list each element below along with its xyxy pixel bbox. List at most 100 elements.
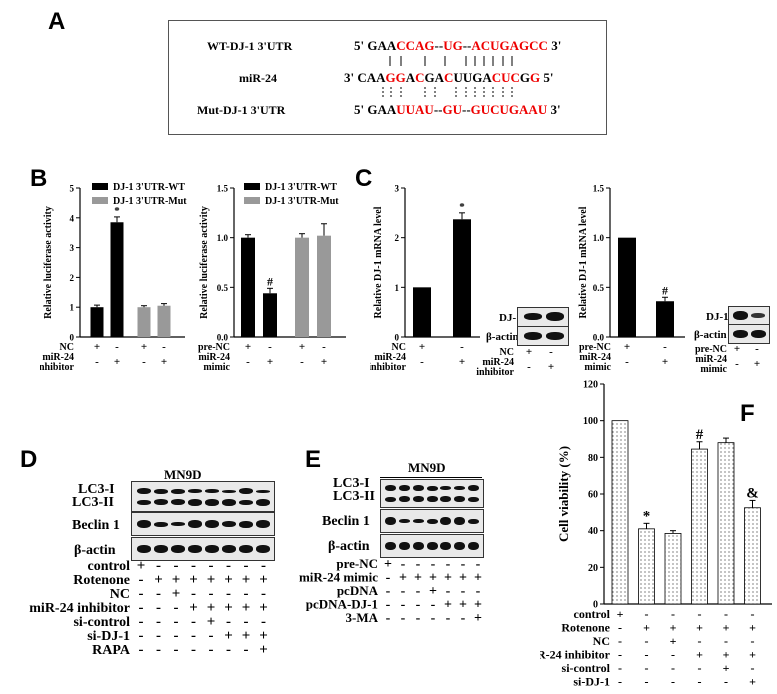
e-header-line — [380, 477, 482, 478]
e-condition-label: 3-MA — [346, 610, 379, 625]
condition-sign: + — [723, 621, 730, 635]
c1-dj1-label: DJ-1 — [499, 312, 522, 324]
legend-swatch — [244, 197, 260, 204]
bar — [664, 533, 682, 605]
condition-sign: + — [749, 621, 756, 635]
d-condition-label: miR-24 inhibitor — [29, 601, 130, 616]
wt-utr-sequence: 5' GAACCAG--UG--ACUGAGCC 3' — [354, 38, 561, 54]
y-tick-label: 4 — [70, 213, 75, 223]
y-tick-label: 0.5 — [593, 283, 605, 293]
c2-dj1-blot — [728, 306, 770, 326]
condition-label: miR-24 inhibitor — [540, 648, 611, 662]
condition-sign: - — [625, 356, 629, 368]
blot-band — [221, 489, 236, 493]
condition-sign: - — [724, 675, 728, 689]
d-condition-sign: - — [209, 586, 214, 602]
chart-c-mimic: 0.0 0.5 1.0 1.5 Relative DJ-1 mRNA level # pre… — [578, 184, 685, 373]
sequence-segment: -- — [462, 38, 472, 53]
condition-sign: + — [321, 356, 327, 368]
condition-sign: + — [643, 621, 650, 635]
y-tick-label: 40 — [588, 526, 598, 537]
e-condition-sign: + — [459, 598, 467, 613]
d-condition-sign: + — [259, 642, 268, 658]
e-beclin-label: Beclin 1 — [322, 514, 370, 529]
sequence-segment: UUAU — [396, 102, 434, 117]
condition-sign: - — [645, 648, 649, 662]
condition-sign: + — [624, 341, 630, 353]
condition-sign: - — [645, 675, 649, 689]
blot-band — [187, 498, 202, 506]
condition-sign: - — [671, 675, 675, 689]
mut-utr-sequence: 5' GAAUUAU--GU--GUCUGAAU 3' — [354, 102, 561, 118]
y-tick-label: 1 — [70, 303, 75, 313]
condition-label: pre-NC — [198, 342, 230, 353]
blot-band — [426, 485, 438, 491]
condition-sign: - — [671, 648, 675, 662]
e-condition-sign: + — [429, 571, 437, 586]
d-condition-sign: + — [207, 600, 216, 616]
e-condition-sign: - — [431, 611, 436, 626]
d-condition-sign: - — [191, 628, 196, 644]
d-condition-sign: - — [156, 600, 161, 616]
bar — [453, 219, 471, 337]
sequence-segment: 3' CAA — [344, 70, 386, 85]
blot-band — [170, 545, 185, 553]
bar — [717, 442, 735, 605]
y-tick-label: 0 — [70, 333, 75, 343]
blot-band — [467, 485, 479, 491]
condition-sign: + — [459, 356, 465, 368]
d-condition-sign: - — [244, 559, 249, 574]
d-lc3ii-label: LC3-II — [72, 495, 115, 510]
blot-band — [412, 485, 424, 491]
c2-condition-label: pre-NC — [695, 344, 727, 355]
condition-sign: - — [698, 675, 702, 689]
d-condition-label: NC — [110, 587, 130, 602]
y-tick-label: 80 — [588, 453, 598, 464]
e-condition-sign: - — [416, 557, 421, 572]
condition-sign: + — [723, 648, 730, 662]
condition-label: Rotenone — [561, 621, 610, 635]
c2-condition-label: miR-24 — [695, 354, 727, 365]
e-condition-sign: - — [416, 611, 421, 626]
blot-band — [412, 496, 424, 502]
condition-sign: + — [267, 356, 273, 368]
condition-sign: - — [142, 356, 146, 368]
blot-band — [399, 485, 411, 491]
blot-band — [453, 496, 465, 502]
d-condition-sign: - — [209, 559, 214, 574]
significance-mark: * — [459, 201, 465, 213]
d-condition-sign: + — [189, 572, 198, 588]
blot-band — [204, 520, 219, 528]
d-condition-sign: - — [174, 628, 179, 644]
e-condition-sign: - — [386, 598, 391, 613]
blot-band — [238, 520, 253, 528]
c2-bactin-label: β-actin — [694, 329, 727, 341]
e-condition-label: pcDNA — [337, 583, 379, 598]
y-tick-label: 0 — [593, 600, 598, 611]
d-condition-sign: - — [156, 614, 161, 630]
d-condition-sign: + — [154, 572, 163, 588]
sequence-segment: GG — [385, 70, 406, 85]
condition-sign: + — [299, 341, 305, 353]
d-condition-sign: - — [244, 614, 249, 630]
e-condition-label: pcDNA-DJ-1 — [306, 597, 378, 612]
c1-condition-label: NC — [500, 347, 514, 358]
d-condition-label: RAPA — [92, 643, 131, 658]
y-axis-label: Relative DJ-1 mRNA level — [578, 206, 589, 318]
bar — [241, 237, 255, 337]
c2-condition-sign: - — [735, 358, 739, 370]
d-condition-sign: - — [156, 628, 161, 644]
e-condition-sign: - — [386, 571, 391, 586]
panel-label-c: C — [355, 165, 373, 192]
condition-sign: - — [671, 661, 675, 675]
condition-label: NC — [60, 342, 74, 353]
y-tick-label: 1.5 — [217, 184, 229, 194]
d-condition-sign: + — [259, 572, 268, 588]
e-condition-sign: - — [401, 598, 406, 613]
chart-b-mimic: 0.0 0.5 1.0 1.5 Relative luciferase activity… — [198, 182, 346, 373]
d-lc3-blot — [131, 481, 275, 512]
blot-band — [467, 518, 479, 524]
condition-sign: - — [246, 356, 250, 368]
e-condition-sign: + — [444, 571, 452, 586]
